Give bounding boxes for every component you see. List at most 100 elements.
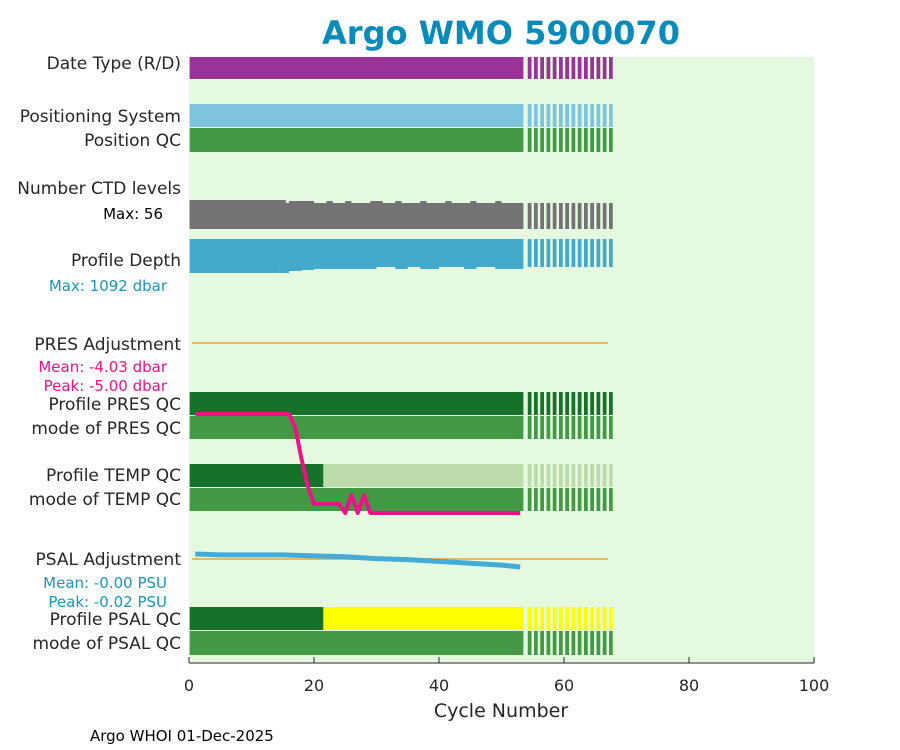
- pres-mode-dash: [577, 416, 582, 439]
- temp-qc-dash: [559, 464, 563, 487]
- positioning-dash: [565, 104, 569, 127]
- positioning-dash: [596, 104, 601, 127]
- depth-dash: [596, 239, 601, 267]
- x-tick-label: 60: [554, 676, 574, 695]
- temp-qc-dash: [565, 464, 569, 487]
- pres-qc-dash: [565, 392, 569, 415]
- psal-qc-dash: [584, 607, 588, 630]
- pres-qc-dash: [596, 392, 601, 415]
- depth-dash: [577, 239, 582, 267]
- psal-qc-dash: [559, 607, 563, 630]
- ctd-level-step: [495, 201, 502, 203]
- psal-qc-dash: [596, 607, 601, 630]
- pres-qc-dash: [602, 392, 607, 415]
- ctd-dash: [559, 203, 563, 229]
- positioning-dash: [546, 104, 551, 127]
- chart-title: Argo WMO 5900070: [322, 14, 680, 52]
- temp-mode-bar: [189, 488, 524, 511]
- pres-qc-dash: [546, 392, 551, 415]
- pres-qc-dash: [534, 392, 538, 415]
- temp-mode-dash: [602, 488, 607, 511]
- temp-mode-dash: [552, 488, 557, 511]
- position-qc-dash: [584, 128, 588, 152]
- psal-mode-dash: [546, 631, 551, 655]
- psal-mode-dash: [565, 631, 569, 655]
- psal-mode-dash: [534, 631, 538, 655]
- chart-marks: [189, 57, 613, 655]
- depth-step: [289, 267, 302, 271]
- pres-mode-dash: [552, 416, 557, 439]
- position-qc-dash: [559, 128, 563, 152]
- ctd-dash: [540, 203, 544, 229]
- pres-mode-dash: [602, 416, 607, 439]
- positioning-dash: [552, 104, 557, 127]
- psal-mode-dash: [571, 631, 576, 655]
- position-qc-dash: [571, 128, 576, 152]
- temp-qc-bar-late: [323, 464, 524, 487]
- stat-pres-mean: Mean: -4.03 dbar: [38, 358, 168, 376]
- temp-qc-dash: [534, 464, 538, 487]
- stat-psal-mean: Mean: -0.00 PSU: [43, 574, 167, 592]
- positioning-dash: [571, 104, 576, 127]
- depth-bar: [189, 239, 524, 267]
- ctd-dash: [596, 203, 601, 229]
- pres-qc-dash: [584, 392, 588, 415]
- psal-qc-dash: [534, 607, 538, 630]
- temp-mode-dash: [596, 488, 601, 511]
- date-type-dash: [590, 57, 594, 79]
- pres-mode-dash: [584, 416, 588, 439]
- footer-text: Argo WHOI 01-Dec-2025: [90, 727, 274, 745]
- position-qc-dash: [590, 128, 594, 152]
- position-qc-dash: [565, 128, 569, 152]
- label-psal-adjustment: PSAL Adjustment: [36, 550, 182, 570]
- temp-qc-dash: [527, 464, 532, 487]
- psal-mode-bar: [189, 631, 524, 655]
- positioning-dash: [527, 104, 532, 127]
- ctd-dash: [584, 203, 588, 229]
- date-type-dash: [559, 57, 563, 79]
- temp-qc-dash: [590, 464, 594, 487]
- ctd-dash: [577, 203, 582, 229]
- ctd-level-step: [420, 201, 427, 203]
- depth-step: [420, 267, 439, 269]
- position-qc-dash: [596, 128, 601, 152]
- temp-mode-dash: [571, 488, 576, 511]
- depth-step: [314, 267, 377, 269]
- positioning-dash: [534, 104, 538, 127]
- psal-qc-dash: [602, 607, 607, 630]
- depth-dash: [559, 239, 563, 267]
- ctd-dash: [571, 203, 576, 229]
- psal-mode-dash: [559, 631, 563, 655]
- x-ticks: 0 20 40 60 80 100: [184, 657, 829, 695]
- pres-mode-dash: [571, 416, 576, 439]
- x-tick-label: 20: [304, 676, 324, 695]
- depth-step: [495, 267, 524, 269]
- temp-qc-dash: [584, 464, 588, 487]
- depth-dash: [534, 239, 538, 267]
- psal-mode-dash: [596, 631, 601, 655]
- pres-qc-dash: [609, 392, 613, 415]
- depth-dash: [546, 239, 551, 267]
- temp-mode-dash: [584, 488, 588, 511]
- pres-qc-dash: [571, 392, 576, 415]
- temp-qc-dash: [609, 464, 613, 487]
- label-position-qc: Position QC: [84, 131, 181, 151]
- psal-qc-dash: [577, 607, 582, 630]
- temp-qc-dash: [577, 464, 582, 487]
- depth-dash: [571, 239, 576, 267]
- ctd-level-step: [345, 201, 352, 203]
- ctd-level-early: [189, 200, 286, 203]
- ctd-dash: [552, 203, 557, 229]
- depth-dash: [565, 239, 569, 267]
- temp-qc-dash: [571, 464, 576, 487]
- stat-psal-peak: Peak: -0.02 PSU: [48, 593, 167, 611]
- psal-mode-dash: [577, 631, 582, 655]
- temp-qc-bar-early: [189, 464, 324, 487]
- date-type-bar: [189, 57, 524, 79]
- label-profile-depth: Profile Depth: [71, 251, 181, 271]
- date-type-dash: [527, 57, 532, 79]
- pres-adjustment-series: [195, 412, 521, 515]
- position-qc-dash: [609, 128, 613, 152]
- date-type-dash: [602, 57, 607, 79]
